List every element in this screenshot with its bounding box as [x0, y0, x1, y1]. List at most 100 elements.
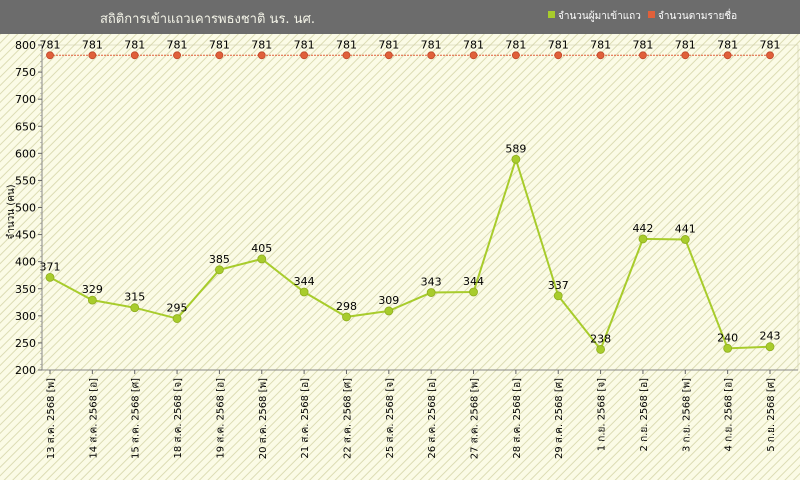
data-point [172, 314, 182, 323]
data-label: 329 [82, 283, 103, 296]
y-tick-label: 550 [15, 174, 36, 187]
series-line [49, 155, 771, 352]
data-label: 441 [675, 222, 696, 235]
y-axis-label: จำนวน (คน) [6, 184, 17, 239]
data-label: 240 [717, 331, 738, 344]
series-layer: 781 781 781 781 781 781 781 781 781 781 781 781 781 7… [40, 38, 781, 354]
data-label: 781 [548, 38, 569, 51]
x-tick-label: 13 ส.ค. 2568 [พ] [46, 378, 57, 459]
x-tick-label: 26 ส.ค. 2568 [อ] [427, 378, 438, 459]
series-roster: 781 781 781 781 781 781 781 781 781 781 781 781 781 7… [40, 38, 781, 60]
x-tick-label: 18 ส.ค. 2568 [จ] [173, 378, 184, 459]
data-point [723, 51, 732, 60]
data-point [723, 343, 733, 353]
data-label: 781 [209, 38, 230, 51]
data-point [639, 51, 647, 60]
data-label: 781 [463, 38, 484, 51]
data-point [173, 51, 181, 60]
data-point [257, 51, 266, 60]
data-point [130, 51, 139, 60]
y-ticks: 200 250 300 350 400 450 500 550 600 650 700 750 800 [15, 39, 42, 377]
data-label: 781 [378, 38, 399, 51]
x-ticks: 13 ส.ค. 2568 [พ] 14 ส.ค. 2568 [อ] 15 ส.ค. … [46, 370, 777, 459]
data-point [553, 291, 563, 301]
data-point [596, 345, 605, 354]
data-point [469, 287, 478, 297]
data-point [342, 312, 351, 322]
data-point [427, 51, 436, 60]
data-label: 238 [590, 332, 611, 345]
data-label: 781 [336, 38, 357, 51]
data-point [765, 342, 775, 352]
data-label: 405 [251, 242, 272, 255]
data-label: 781 [760, 38, 781, 51]
y-tick-label: 700 [15, 93, 36, 106]
data-label: 781 [675, 38, 696, 51]
x-tick-label: 29 ส.ค. 2568 [ศ] [554, 378, 565, 459]
series-attendance: 371 329 315 295 385 405 344 298 309 343 344 589 337 2… [40, 142, 781, 354]
data-label: 781 [632, 38, 653, 51]
data-point [45, 272, 55, 282]
y-tick-label: 600 [15, 147, 36, 160]
y-tick-label: 500 [15, 202, 36, 215]
x-tick-label: 15 ส.ค. 2568 [ศ] [131, 378, 142, 459]
data-label: 442 [632, 222, 653, 235]
data-point [130, 303, 140, 313]
data-label: 781 [124, 38, 145, 51]
x-tick-label: 28 ส.ค. 2568 [อ] [512, 378, 523, 459]
data-label: 298 [336, 300, 357, 313]
x-tick-label: 1 ก.ย. 2568 [จ] [597, 378, 608, 451]
data-point [766, 51, 774, 60]
x-tick-label: 2 ก.ย. 2568 [อ] [639, 378, 650, 452]
data-label: 309 [378, 294, 399, 307]
y-tick-label: 450 [15, 229, 36, 242]
x-tick-label: 14 ส.ค. 2568 [อ] [88, 378, 99, 459]
data-point [299, 287, 309, 297]
data-label: 781 [590, 38, 611, 51]
data-point [554, 51, 563, 60]
data-label: 781 [82, 38, 103, 51]
chart-title: สถิติการเข้าแถวเคารพธงชาติ นร. นศ. [100, 12, 315, 27]
data-point [88, 51, 97, 60]
legend-label: จำนวนตามรายชื่อ [658, 8, 737, 22]
y-tick-label: 800 [15, 39, 36, 52]
data-point [87, 295, 97, 305]
y-tick-label: 200 [15, 364, 36, 377]
data-label: 781 [505, 38, 526, 51]
x-tick-label: 25 ส.ค. 2568 [จ] [385, 378, 396, 459]
y-tick-label: 750 [15, 66, 36, 79]
data-label: 344 [463, 275, 484, 288]
data-label: 343 [421, 276, 442, 289]
data-point [596, 51, 605, 60]
data-label: 781 [40, 38, 61, 51]
data-point [215, 265, 224, 275]
data-point [257, 254, 267, 264]
data-label: 781 [251, 38, 272, 51]
data-point [426, 288, 436, 297]
x-tick-label: 22 ส.ค. 2568 [ศ] [342, 378, 353, 459]
data-point [342, 51, 351, 60]
y-tick-label: 250 [15, 337, 36, 350]
chart-header [0, 0, 800, 34]
data-point [215, 51, 224, 60]
data-label: 243 [760, 330, 781, 343]
x-tick-label: 4 ก.ย. 2568 [อ] [724, 378, 735, 452]
data-label: 315 [124, 291, 145, 304]
data-point [511, 154, 521, 164]
data-point [681, 51, 690, 60]
data-point [46, 51, 54, 60]
x-tick-label: 21 ส.ค. 2568 [อ] [300, 378, 311, 459]
data-point [384, 306, 394, 316]
x-tick-label: 27 ส.ค. 2568 [พ] [470, 378, 481, 459]
legend-swatch [548, 11, 555, 18]
y-tick-label: 350 [15, 283, 36, 296]
data-label: 385 [209, 253, 230, 266]
data-label: 781 [717, 38, 738, 51]
x-tick-label: 3 ก.ย. 2568 [พ] [681, 378, 692, 452]
legend-swatch [648, 11, 655, 18]
y-tick-label: 400 [15, 256, 36, 269]
x-tick-label: 20 ส.ค. 2568 [พ] [258, 378, 269, 459]
data-point [511, 51, 520, 60]
data-label: 781 [167, 38, 188, 51]
